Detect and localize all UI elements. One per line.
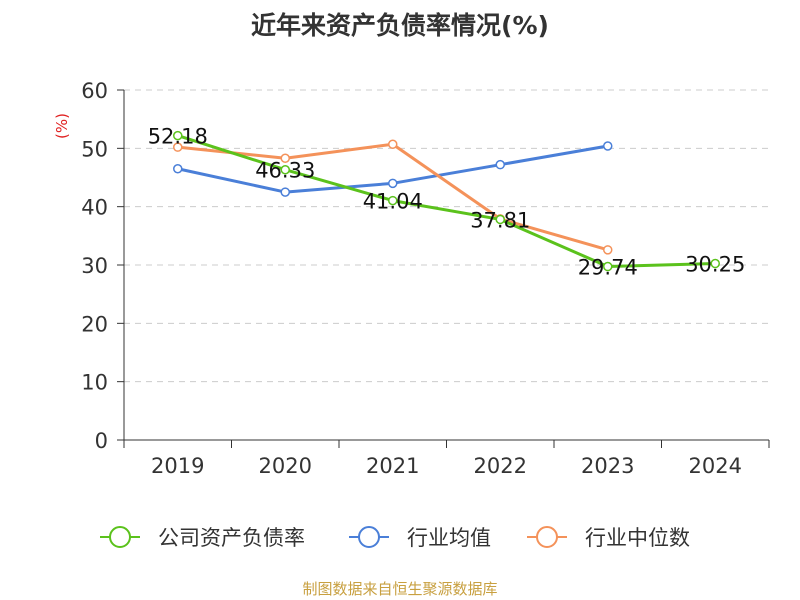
data-point bbox=[495, 214, 505, 225]
y-tick-label: 20 bbox=[81, 312, 108, 336]
data-point bbox=[280, 164, 290, 175]
x-tick-label: 2020 bbox=[259, 454, 312, 478]
y-tick-label: 60 bbox=[81, 79, 108, 103]
data-point bbox=[603, 261, 613, 272]
series-line bbox=[177, 134, 716, 269]
data-label: 52.18 bbox=[148, 125, 208, 149]
y-tick-label: 50 bbox=[81, 137, 108, 161]
data-label: 46.33 bbox=[255, 159, 315, 183]
x-tick-label: 2019 bbox=[151, 454, 204, 478]
x-tick-label: 2021 bbox=[366, 454, 419, 478]
legend-label: 行业中位数 bbox=[585, 526, 690, 550]
chart-title: 近年来资产负债率情况(%) bbox=[251, 11, 549, 40]
data-label: 30.25 bbox=[685, 253, 745, 277]
data-point bbox=[173, 142, 183, 152]
x-tick-label: 2024 bbox=[689, 454, 742, 478]
x-tick-label: 2023 bbox=[581, 454, 634, 478]
data-point bbox=[388, 139, 398, 149]
data-point bbox=[173, 130, 183, 141]
y-tick-label: 30 bbox=[81, 254, 108, 278]
data-label: 37.81 bbox=[470, 208, 530, 232]
data-source-note: 制图数据来自恒生聚源数据库 bbox=[302, 580, 498, 598]
y-axis-label: (%) bbox=[53, 113, 71, 139]
data-label: 29.74 bbox=[578, 256, 638, 280]
legend-label: 公司资产负债率 bbox=[158, 526, 305, 550]
data-point bbox=[603, 245, 613, 255]
data-point bbox=[603, 141, 613, 151]
data-point bbox=[280, 187, 290, 197]
x-tick-label: 2022 bbox=[474, 454, 527, 478]
legend-marker bbox=[536, 526, 558, 548]
data-point bbox=[173, 164, 183, 174]
data-point bbox=[388, 178, 398, 189]
legend-marker bbox=[358, 526, 380, 548]
y-tick-label: 10 bbox=[81, 371, 108, 395]
legend-label: 行业均值 bbox=[407, 526, 491, 550]
legend-marker bbox=[109, 526, 131, 548]
y-tick-label: 0 bbox=[95, 429, 108, 453]
data-point bbox=[495, 159, 505, 170]
y-tick-label: 40 bbox=[81, 196, 108, 220]
data-point bbox=[388, 195, 398, 206]
data-point bbox=[710, 258, 720, 269]
data-label: 41.04 bbox=[363, 190, 423, 214]
data-point bbox=[280, 153, 290, 163]
